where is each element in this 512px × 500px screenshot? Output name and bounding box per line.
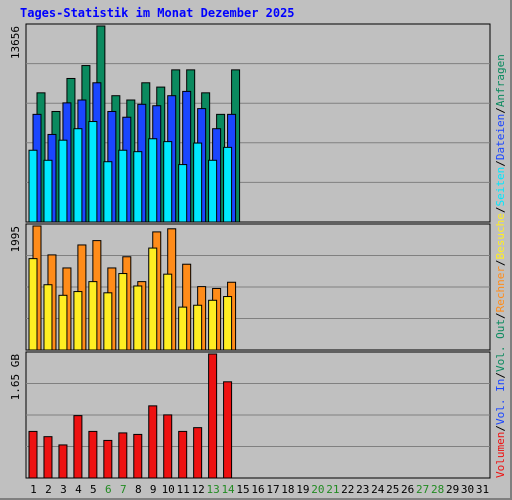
x-tick-label-day-2: 2 (45, 483, 52, 496)
bar-seiten-day-14 (223, 146, 233, 223)
max-label-middle: 1995 (9, 226, 22, 253)
bar-seiten-day-3 (58, 139, 68, 223)
bar-seiten-day-1 (28, 149, 38, 223)
bar-volumen-day-1 (28, 430, 38, 479)
bar-besuche-day-7 (118, 273, 128, 351)
x-tick-label-day-26: 26 (401, 483, 414, 496)
bar-seiten-day-11 (178, 164, 188, 223)
bar-besuche-day-4 (73, 291, 83, 351)
x-tick-label-day-15: 15 (236, 483, 249, 496)
bar-besuche-day-5 (88, 281, 98, 351)
bar-besuche-day-1 (28, 258, 38, 351)
legend-entry: Vol. In (494, 379, 507, 425)
x-tick-label-day-23: 23 (356, 483, 369, 496)
legend-entry: Seiten (494, 167, 507, 207)
legend-entry: / (494, 107, 507, 114)
right-legend: Volumen/Vol. In/Vol. Out/Rechner/Besuche… (494, 54, 507, 478)
bar-volumen-day-7 (118, 432, 128, 479)
legend-entry: / (494, 425, 507, 432)
legend-entry: / (494, 206, 507, 213)
bar-seiten-day-6 (103, 161, 113, 223)
x-tick-label-day-13: 13 (206, 483, 219, 496)
bar-besuche-day-3 (58, 294, 68, 351)
x-tick-label-day-1: 1 (30, 483, 37, 496)
bar-seiten-day-4 (73, 128, 83, 223)
bar-volumen-day-14 (223, 381, 233, 479)
x-tick-label-day-8: 8 (135, 483, 142, 496)
x-tick-label-day-21: 21 (326, 483, 339, 496)
bar-seiten-day-10 (163, 141, 173, 223)
x-tick-label-day-4: 4 (75, 483, 82, 496)
bar-besuche-day-11 (178, 306, 188, 351)
legend-entry: / (494, 372, 507, 379)
x-tick-label-day-14: 14 (221, 483, 235, 496)
legend-entry: / (494, 259, 507, 266)
legend-entry: Anfragen (494, 54, 507, 107)
x-tick-label-day-29: 29 (446, 483, 459, 496)
bar-besuche-day-14 (223, 296, 233, 351)
x-tick-label-day-28: 28 (431, 483, 444, 496)
bar-seiten-day-13 (208, 159, 218, 223)
bar-seiten-day-5 (88, 121, 98, 223)
chart-title: Tages-Statistik im Monat Dezember 2025 (20, 6, 295, 20)
bar-besuche-day-13 (208, 299, 218, 351)
bar-volumen-day-10 (163, 414, 173, 479)
x-tick-label-day-30: 30 (461, 483, 474, 496)
bar-seiten-day-7 (118, 149, 128, 223)
x-tick-label-day-9: 9 (150, 483, 157, 496)
x-tick-label-day-11: 11 (177, 483, 190, 496)
bar-besuche-day-12 (193, 304, 203, 351)
x-tick-label-day-19: 19 (296, 483, 309, 496)
bar-besuche-day-9 (148, 247, 158, 351)
x-tick-label-day-17: 17 (266, 483, 279, 496)
x-tick-label-day-10: 10 (162, 483, 175, 496)
bar-seiten-day-12 (193, 142, 203, 223)
legend-entry: / (494, 312, 507, 319)
bar-volumen-day-8 (133, 433, 143, 479)
bar-besuche-day-8 (133, 285, 143, 351)
x-tick-label-day-12: 12 (192, 483, 205, 496)
legend-entry: Besuche (494, 213, 507, 259)
bar-volumen-day-12 (193, 427, 203, 479)
bar-volumen-day-13 (208, 353, 218, 479)
max-label-top: 13656 (9, 26, 22, 59)
x-tick-label-day-3: 3 (60, 483, 67, 496)
bar-volumen-day-5 (88, 430, 98, 479)
max-label-bottom: 1.65 GB (9, 354, 22, 401)
x-tick-label-day-22: 22 (341, 483, 354, 496)
x-tick-label-day-25: 25 (386, 483, 399, 496)
x-tick-label-day-27: 27 (416, 483, 429, 496)
bar-volumen-day-3 (58, 444, 68, 479)
bar-volumen-day-2 (43, 436, 53, 479)
bar-volumen-day-11 (178, 430, 188, 479)
bar-volumen-day-4 (73, 415, 83, 479)
x-tick-label-day-16: 16 (251, 483, 264, 496)
bar-seiten-day-9 (148, 138, 158, 223)
bar-besuche-day-6 (103, 292, 113, 351)
legend-entry: / (494, 160, 507, 167)
x-tick-label-day-5: 5 (90, 483, 97, 496)
bar-seiten-day-8 (133, 151, 143, 223)
x-tick-label-day-31: 31 (476, 483, 489, 496)
bar-volumen-day-9 (148, 405, 158, 479)
bar-seiten-day-2 (43, 159, 53, 223)
x-tick-label-day-24: 24 (371, 483, 385, 496)
x-tick-label-day-6: 6 (105, 483, 112, 496)
bar-besuche-day-2 (43, 284, 53, 351)
bar-besuche-day-10 (163, 273, 173, 351)
legend-entry: Volumen (494, 432, 507, 478)
legend-entry: Vol. Out (494, 319, 507, 372)
bar-volumen-day-6 (103, 439, 113, 479)
legend-entry: Dateien (494, 114, 507, 160)
x-tick-label-day-20: 20 (311, 483, 324, 496)
x-tick-label-day-7: 7 (120, 483, 127, 496)
x-tick-label-day-18: 18 (281, 483, 294, 496)
legend-entry: Rechner (494, 266, 507, 313)
